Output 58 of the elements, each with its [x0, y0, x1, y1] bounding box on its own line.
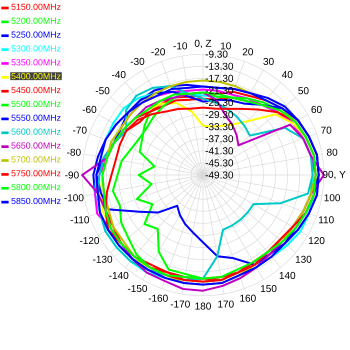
spoke-label: -70 — [73, 126, 87, 134]
spoke-label: -80 — [67, 148, 81, 156]
y-tick-label: -21.30 — [206, 86, 234, 94]
spoke-label: 80 — [326, 148, 338, 156]
y-tick-label: -41.30 — [206, 147, 234, 154]
spoke-label: 120 — [308, 237, 324, 244]
y-tick-label: -45.30 — [206, 159, 234, 166]
spoke-label: -60 — [82, 106, 96, 113]
spoke-label: 20 — [242, 48, 254, 56]
y-tick-label: -37.30 — [206, 135, 234, 142]
spoke-label: -160 — [148, 294, 168, 302]
legend-label: 5150.00MHz — [11, 4, 61, 10]
spoke-label: -150 — [128, 285, 148, 292]
spoke-label: -90 — [65, 171, 79, 179]
spoke-label: 0, Z — [194, 40, 212, 48]
spoke-label: -30 — [130, 58, 144, 66]
y-tick-label: -9.30 — [206, 50, 228, 58]
legend-label: 5500.00MHz — [11, 100, 61, 108]
y-tick-label: -17.30 — [206, 74, 234, 82]
legend-label: 5300.00MHz — [11, 45, 61, 52]
spoke-label: -130 — [93, 256, 112, 263]
spoke-label: 130 — [296, 256, 312, 263]
spoke-label: 100 — [324, 194, 340, 202]
spoke-label: -100 — [64, 194, 84, 202]
y-tick-label: -13.30 — [206, 62, 234, 70]
spoke-label: 70 — [321, 126, 332, 134]
legend-label: 5700.00MHz — [11, 156, 61, 162]
spoke-label: 180 — [195, 302, 211, 310]
spoke-label: -10 — [173, 42, 188, 50]
spoke-label: 110 — [318, 216, 334, 224]
legend-label: 5200.00MHz — [11, 18, 61, 24]
legend-label: 5450.00MHz — [11, 86, 61, 94]
spoke-label: 10 — [220, 42, 231, 50]
spoke-label: 140 — [280, 272, 296, 279]
spoke-label: 170 — [218, 300, 234, 308]
spoke-label: -40 — [112, 71, 126, 78]
legend-label: 5350.00MHz — [11, 59, 61, 66]
legend-label: 5400.00MHz — [11, 73, 61, 80]
spoke-label: -110 — [70, 216, 90, 224]
spoke-label: 60 — [311, 106, 322, 113]
legend-label: 5800.00MHz — [11, 184, 61, 190]
spoke-label: 150 — [260, 285, 276, 292]
spoke-label: -120 — [80, 237, 100, 244]
spoke-label: 30 — [263, 58, 274, 66]
y-tick-label: -49.30 — [206, 171, 234, 179]
legend-label: 5550.00MHz — [11, 114, 61, 121]
spoke-label: -50 — [96, 87, 110, 94]
legend-label: 5650.00MHz — [11, 142, 61, 149]
spoke-label: 160 — [240, 294, 256, 302]
legend-label: 5750.00MHz — [11, 170, 61, 176]
legend-label: 5600.00MHz — [11, 128, 61, 135]
spoke-label: -140 — [109, 272, 128, 279]
spoke-label: -170 — [170, 300, 190, 308]
spoke-label: 50 — [298, 87, 309, 94]
legend-label: 5850.00MHz — [11, 198, 61, 204]
spoke-label: -20 — [151, 48, 165, 56]
legend-label: 5250.00MHz — [11, 31, 61, 38]
spoke-label: 40 — [282, 71, 292, 78]
